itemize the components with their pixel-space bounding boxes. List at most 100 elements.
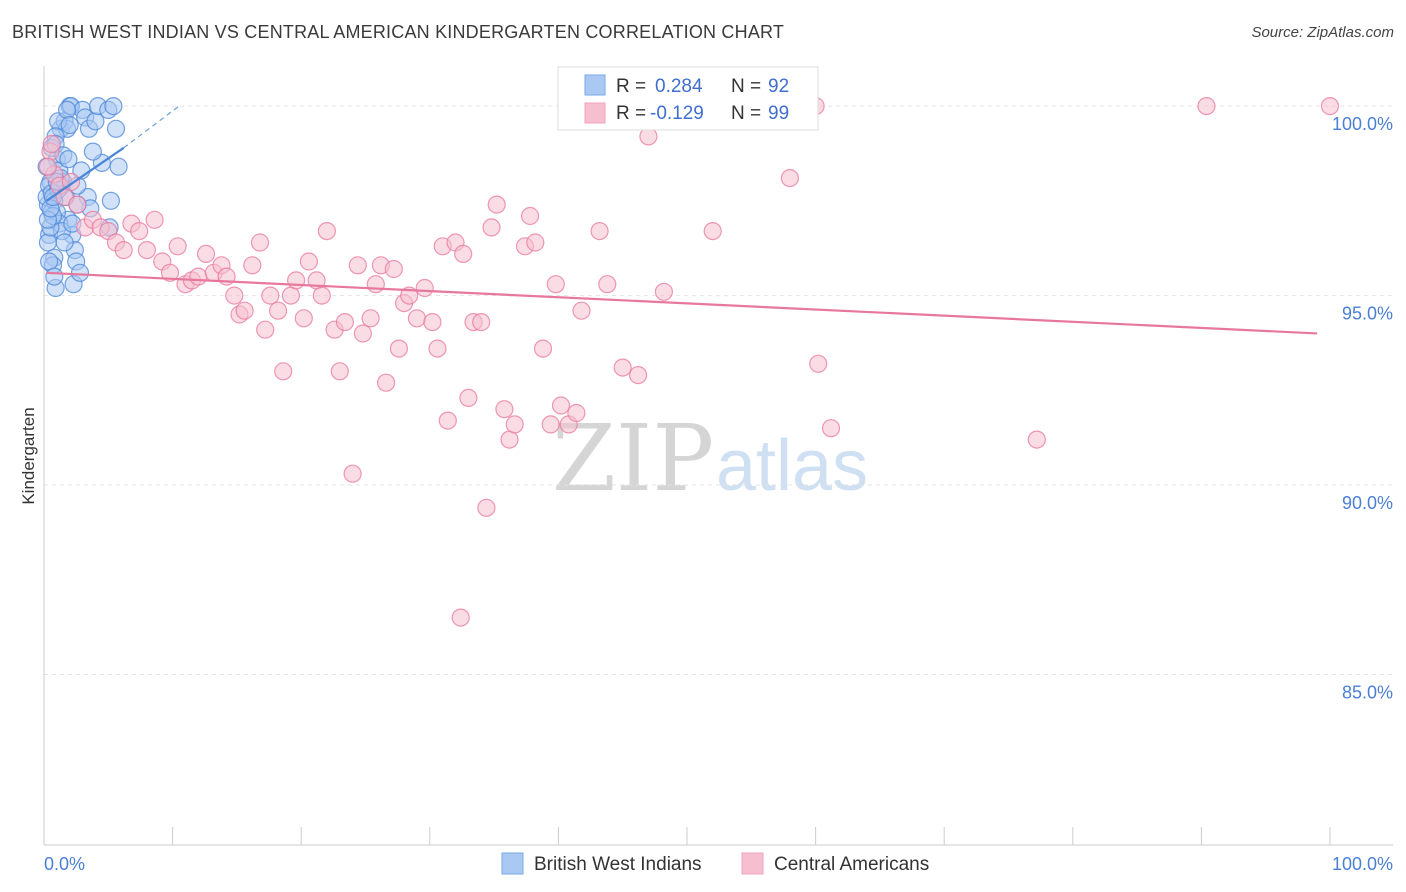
point-central-americans xyxy=(299,252,318,271)
trend-line-central-americans xyxy=(46,271,1318,335)
bottom-legend-label-blue: British West Indians xyxy=(534,854,702,875)
point-central-americans xyxy=(317,222,336,241)
point-central-americans xyxy=(520,206,540,226)
point-central-americans xyxy=(809,354,828,373)
point-british-west-indians xyxy=(109,157,128,176)
point-central-americans xyxy=(287,271,306,290)
point-central-americans xyxy=(1320,96,1340,116)
point-central-americans xyxy=(294,309,313,328)
point-central-americans xyxy=(551,396,571,415)
point-central-americans xyxy=(1197,96,1216,116)
point-central-americans xyxy=(526,233,545,252)
point-central-americans xyxy=(487,195,506,214)
point-central-americans xyxy=(482,218,501,237)
legend-n-label-2: N = xyxy=(731,103,761,124)
point-central-americans xyxy=(130,222,149,241)
point-central-americans xyxy=(590,222,609,241)
point-central-americans xyxy=(477,498,496,517)
x-tick-label: 100.0% xyxy=(1332,854,1393,874)
point-central-americans xyxy=(68,195,87,214)
point-central-americans xyxy=(598,275,617,294)
point-central-americans xyxy=(454,244,473,263)
point-central-americans xyxy=(189,267,208,286)
point-central-americans xyxy=(451,608,470,627)
point-british-west-indians xyxy=(38,233,58,252)
point-central-americans xyxy=(628,366,648,385)
point-central-americans xyxy=(250,233,270,252)
point-british-west-indians xyxy=(55,233,74,252)
point-british-west-indians xyxy=(57,100,77,120)
legend-swatch-pink xyxy=(584,102,606,124)
point-central-americans xyxy=(546,275,565,294)
point-british-west-indians xyxy=(106,119,126,138)
trend-line-british-west-indians xyxy=(45,146,125,202)
y-axis-label: Kindergarten xyxy=(19,407,38,504)
point-british-west-indians xyxy=(45,267,64,286)
tick-labels: 85.0% 90.0% 95.0% 100.0% 0.0% 100.0% xyxy=(44,114,1393,874)
legend-n-label-1: N = xyxy=(731,76,761,97)
point-central-americans xyxy=(343,464,362,483)
point-central-americans xyxy=(572,301,591,320)
y-tick-label: 95.0% xyxy=(1342,304,1393,324)
point-central-americans xyxy=(415,278,434,298)
data-points xyxy=(37,96,1340,627)
grid xyxy=(44,105,1393,675)
point-central-americans xyxy=(780,169,800,188)
trend-lines xyxy=(45,105,1318,335)
point-central-americans xyxy=(821,419,841,438)
point-central-americans xyxy=(495,400,514,419)
point-central-americans xyxy=(472,313,491,332)
bottom-legend-swatch-pink xyxy=(741,852,764,875)
point-central-americans xyxy=(438,411,457,430)
point-central-americans xyxy=(361,309,380,328)
legend-box: R = 0.284 N = 92 R = -0.129 N = 99 xyxy=(557,66,819,131)
point-british-west-indians xyxy=(60,115,79,135)
bottom-legend-swatch-blue xyxy=(501,852,524,875)
legend-n-value-2: 99 xyxy=(768,103,789,124)
point-central-americans xyxy=(335,313,354,332)
point-central-americans xyxy=(1027,430,1046,449)
chart-title: BRITISH WEST INDIAN VS CENTRAL AMERICAN … xyxy=(12,22,785,42)
watermark: ZIP atlas xyxy=(552,405,868,512)
point-central-americans xyxy=(353,324,372,343)
point-central-americans xyxy=(114,241,133,260)
point-central-americans xyxy=(384,259,403,279)
point-central-americans xyxy=(428,339,447,358)
point-central-americans xyxy=(168,237,187,256)
point-british-west-indians xyxy=(70,263,90,282)
point-central-americans xyxy=(38,157,58,176)
point-central-americans xyxy=(145,210,164,229)
point-central-americans xyxy=(366,275,385,294)
legend-n-value-1: 92 xyxy=(768,76,789,97)
y-tick-label: 100.0% xyxy=(1332,114,1393,134)
point-central-americans xyxy=(654,282,674,301)
trend-line-extension-british-west-indians xyxy=(123,105,180,149)
point-central-americans xyxy=(567,403,586,423)
legend-swatch-blue xyxy=(584,74,606,96)
point-central-americans xyxy=(533,339,553,358)
legend-r-value-1: 0.284 xyxy=(655,76,703,97)
source-label: Source: ZipAtlas.com xyxy=(1251,24,1394,41)
point-central-americans xyxy=(459,388,478,407)
point-central-americans xyxy=(377,373,396,392)
legend-r-value-2: -0.129 xyxy=(650,103,704,124)
watermark-atlas: atlas xyxy=(716,426,868,506)
point-central-americans xyxy=(274,362,293,381)
point-central-americans xyxy=(407,309,426,328)
point-central-americans xyxy=(256,320,275,339)
point-central-americans xyxy=(423,313,442,332)
point-central-americans xyxy=(281,286,300,305)
point-central-americans xyxy=(137,241,156,260)
point-central-americans xyxy=(42,134,61,154)
point-central-americans xyxy=(235,301,254,320)
point-central-americans xyxy=(196,244,216,263)
point-british-west-indians xyxy=(104,96,123,116)
point-british-west-indians xyxy=(83,142,103,161)
point-central-americans xyxy=(500,430,519,449)
point-central-americans xyxy=(312,286,331,305)
point-central-americans xyxy=(389,339,408,358)
point-central-americans xyxy=(243,256,262,275)
point-central-americans xyxy=(261,286,280,305)
point-central-americans xyxy=(269,301,288,320)
